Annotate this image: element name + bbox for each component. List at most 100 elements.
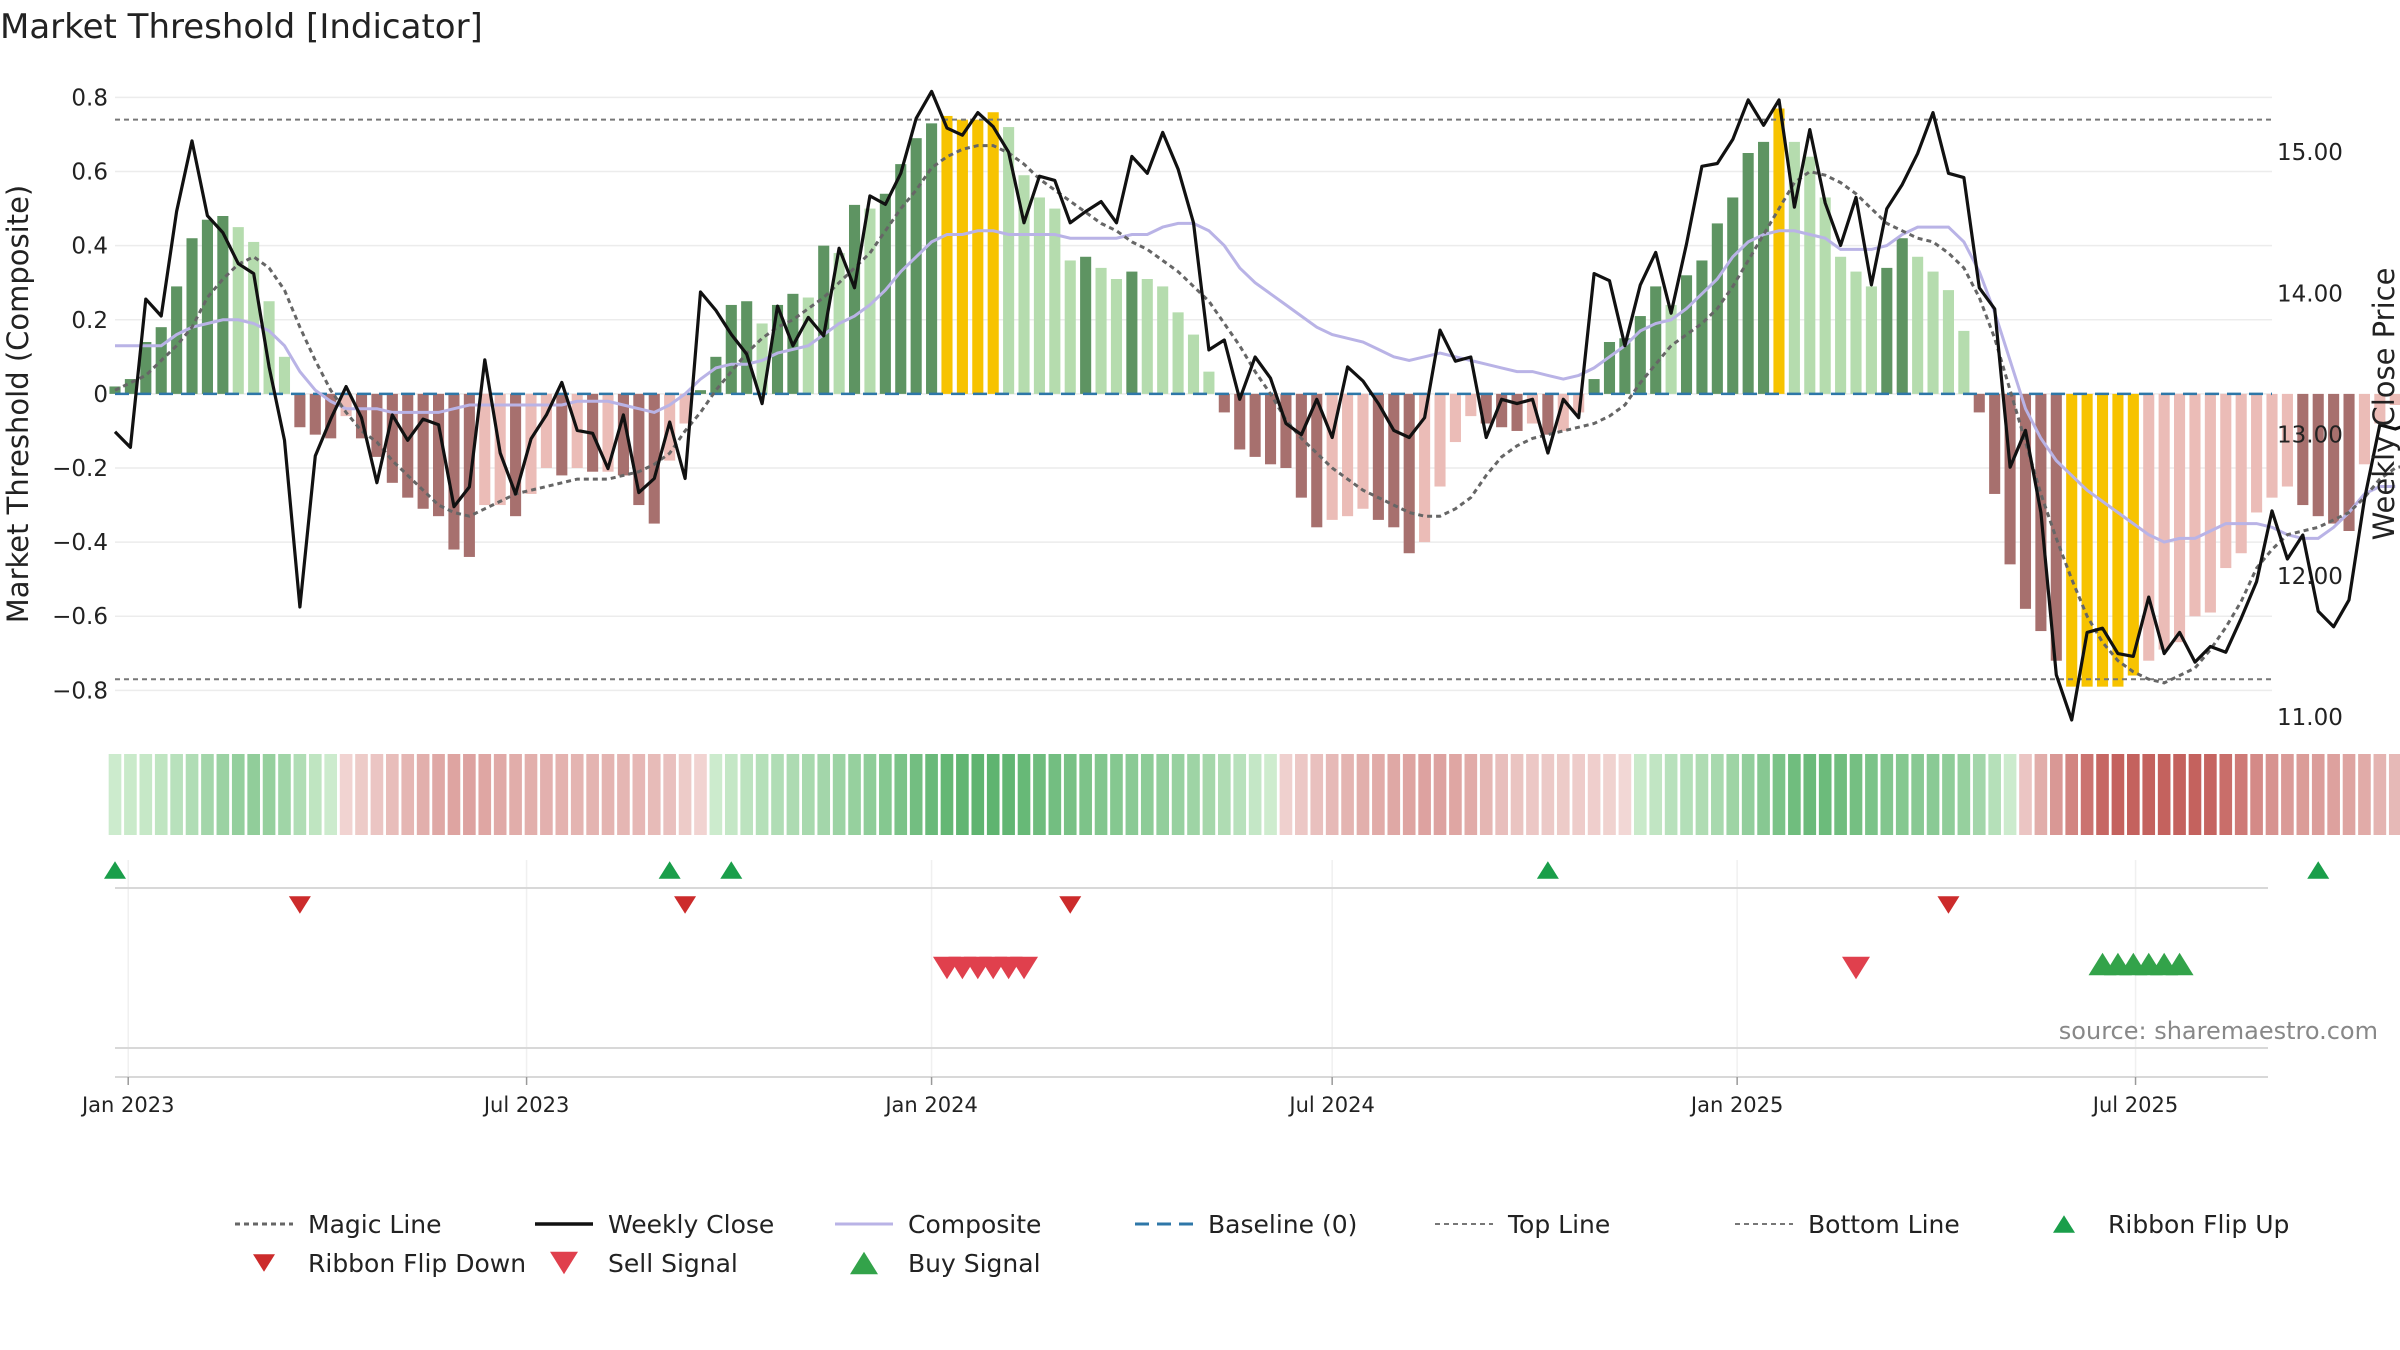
composite-bar: [1388, 393, 1400, 528]
composite-bar: [1218, 393, 1230, 413]
ribbon-cell: [1711, 754, 1724, 835]
ribbon-cell: [401, 754, 415, 835]
legend-label: Composite: [908, 1210, 1041, 1239]
composite-bar: [1110, 279, 1123, 394]
ribbon-cell: [1033, 754, 1046, 835]
composite-bar: [1295, 393, 1307, 498]
composite-bar: [1141, 279, 1153, 394]
ribbon-cell: [278, 754, 291, 835]
ribbon-cell: [2373, 754, 2387, 835]
ribbon-cell: [1002, 754, 1015, 835]
ribbon-cell: [2003, 754, 2017, 835]
ribbon-cell: [1233, 754, 1247, 835]
ribbon-cell: [1603, 754, 1616, 835]
composite-bar: [2220, 393, 2232, 569]
composite-bar: [756, 323, 768, 394]
ribbon-cell: [185, 754, 199, 835]
composite-bar: [402, 393, 414, 498]
ribbon-cell: [570, 754, 584, 835]
composite-bar: [1835, 256, 1847, 394]
sell-signal-marker: [1010, 956, 1039, 980]
composite-bar: [1449, 393, 1461, 443]
composite-bar: [1973, 393, 1985, 413]
ribbon-cell: [1834, 754, 1847, 835]
composite-bar: [1927, 271, 1939, 394]
ribbon-cell: [324, 754, 338, 835]
composite-bar: [2189, 393, 2201, 617]
y-tick-label: −0.8: [52, 678, 108, 704]
ribbon-cell: [1556, 754, 1570, 835]
ribbon-cell: [2157, 754, 2171, 835]
ribbon-cell: [2142, 754, 2156, 835]
composite-bar: [1511, 393, 1523, 431]
composite-bar: [1758, 141, 1770, 394]
composite-bar: [2004, 393, 2016, 565]
ribbon-cell: [1372, 754, 1385, 835]
ribbon-cell: [2065, 754, 2079, 835]
composite-bar: [186, 238, 198, 394]
composite-bar: [140, 342, 152, 394]
composite-bar: [1819, 197, 1831, 394]
composite-bar: [278, 356, 291, 394]
composite-bar: [895, 164, 907, 394]
y2-axis-label: Weekly Close Price: [2367, 268, 2400, 541]
ribbon-strip: [108, 754, 2400, 835]
legend-swatch: [253, 1254, 275, 1272]
composite-bar: [1234, 393, 1246, 450]
composite-bar: [1357, 393, 1369, 509]
composite-bar: [1526, 393, 1539, 424]
legend-item-weekly-close: Weekly Close: [535, 1210, 774, 1239]
ribbon-cell: [1433, 754, 1447, 835]
ribbon-cell: [986, 754, 1000, 835]
legend-swatch: [2053, 1215, 2075, 1233]
ribbon-cell: [663, 754, 676, 835]
composite-bar: [987, 112, 999, 394]
composite-bar: [1372, 393, 1384, 520]
ribbon-cell: [216, 754, 230, 835]
ribbon-cell: [2327, 754, 2340, 835]
x-tick-label: Jan 2025: [1689, 1093, 1784, 1117]
composite-bar: [1989, 393, 2001, 494]
ribbon-cell: [262, 754, 276, 835]
ribbon-cell: [601, 754, 615, 835]
composite-bar: [1912, 256, 1924, 394]
ribbon-flip-up-marker: [720, 861, 743, 879]
ribbon-cell: [1757, 754, 1770, 835]
ribbon-cell: [1356, 754, 1370, 835]
ribbon-cell: [1541, 754, 1555, 835]
ribbon-cell: [1510, 754, 1524, 835]
composite-bar: [1942, 290, 1954, 394]
legend-item-sell-signal: Sell Signal: [550, 1249, 738, 1278]
ribbon-cell: [432, 754, 445, 835]
ribbon-cell: [1880, 754, 1894, 835]
ribbon-cell: [1449, 754, 1462, 835]
composite-bar: [1064, 260, 1076, 394]
chart-title: Market Threshold [Indicator]: [0, 7, 483, 47]
composite-bar: [1881, 267, 1893, 394]
ribbon-cell: [925, 754, 938, 835]
composite-bar: [2312, 393, 2324, 517]
composite-bar: [1003, 127, 1015, 394]
ribbon-cell: [2204, 754, 2217, 835]
x-tick-label: Jul 2025: [2091, 1093, 2178, 1117]
composite-bar: [1049, 208, 1061, 394]
legend-item-magic-line: Magic Line: [235, 1210, 442, 1239]
composite-bar: [617, 393, 629, 476]
composite-bar: [1033, 197, 1045, 394]
ribbon-cell: [201, 754, 214, 835]
x-tick-label: Jan 2023: [80, 1093, 175, 1117]
ribbon-cell: [848, 754, 861, 835]
composite-bar: [1280, 393, 1292, 468]
buy-signal-marker: [2165, 952, 2194, 976]
legend-item-buy-signal: Buy Signal: [850, 1249, 1041, 1278]
legend-label: Magic Line: [308, 1210, 442, 1239]
composite-bar: [1465, 393, 1477, 417]
ribbon-cell: [540, 754, 553, 835]
ribbon-cell: [524, 754, 538, 835]
composite-bar: [1419, 393, 1431, 543]
composite-bar: [2343, 393, 2355, 531]
composite-bar: [1696, 260, 1708, 394]
y-axis-label: Market Threshold (Composite): [1, 185, 35, 623]
ribbon-cell: [2034, 754, 2048, 835]
y2-tick-label: 14.00: [2277, 281, 2343, 307]
